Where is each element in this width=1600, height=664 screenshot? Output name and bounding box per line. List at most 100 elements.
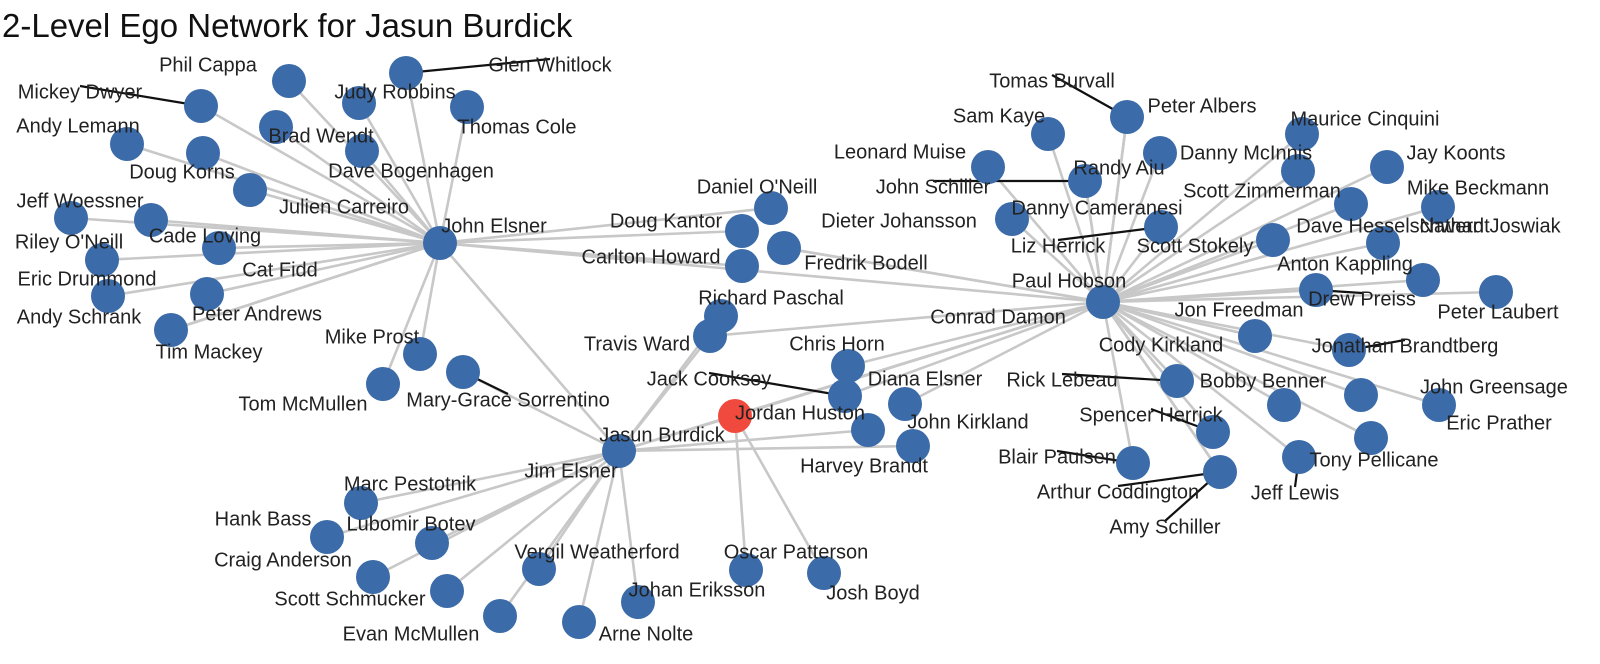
node-drew-preiss[interactable] — [1299, 273, 1333, 307]
node-randy-aiu[interactable] — [1068, 164, 1102, 198]
node-label-tim-mackey: Tim Mackey — [155, 341, 262, 363]
node-jasun-burdick[interactable] — [602, 434, 636, 468]
node-andy-schrank[interactable] — [154, 313, 188, 347]
node-judy-robbins[interactable] — [342, 86, 376, 120]
node-jack-cooksey[interactable] — [828, 379, 862, 413]
node-tony-pellicane[interactable] — [1354, 421, 1388, 455]
node-scott-stokely[interactable] — [1256, 223, 1290, 257]
node-john-kirkland[interactable] — [851, 413, 885, 447]
node-thomas-cole[interactable] — [450, 90, 484, 124]
node-bobby-benner[interactable] — [1267, 388, 1301, 422]
node-label-john-kirkland: John Kirkland — [907, 411, 1028, 433]
node-blair-paulsen[interactable] — [1116, 446, 1150, 480]
node-label-arthur-coddington: Arthur Coddington — [1037, 481, 1199, 503]
node-anton-kappling[interactable] — [1406, 263, 1440, 297]
node-danny-cameranesi[interactable] — [995, 202, 1029, 236]
node-brad-wendt[interactable] — [259, 110, 293, 144]
node-label-spencer-herrick: Spencer Herrick — [1079, 404, 1223, 426]
node-dieter-johansson[interactable] — [767, 231, 801, 265]
node-mike-prost[interactable] — [403, 337, 437, 371]
node-phil-cappa[interactable] — [272, 64, 306, 98]
node-label-craig-anderson: Craig Anderson — [214, 549, 352, 571]
node-label-carlton-howard: Carlton Howard — [582, 246, 721, 268]
node-marc-pestotnik[interactable] — [344, 486, 378, 520]
node-mary-grace-sorrentino[interactable] — [446, 355, 480, 389]
node-cade-loving[interactable] — [134, 203, 168, 237]
node-sam-kaye[interactable] — [1031, 117, 1065, 151]
node-mike-beckmann[interactable] — [1421, 190, 1455, 224]
node-hank-bass[interactable] — [310, 520, 344, 554]
node-chris-horn[interactable] — [831, 349, 865, 383]
node-eric-drummond[interactable] — [91, 279, 125, 313]
node-label-daniel-o-neill: Daniel O'Neill — [697, 176, 818, 198]
node-vergil-weatherford[interactable] — [522, 552, 556, 586]
node-jay-koonts[interactable] — [1370, 150, 1404, 184]
ego-node-jordan-huston[interactable] — [718, 399, 752, 433]
node-oscar-patterson[interactable] — [729, 553, 763, 587]
node-jeff-woessner[interactable] — [54, 201, 88, 235]
node-dave-bogenhagen[interactable] — [345, 134, 379, 168]
node-diana-elsner[interactable] — [888, 387, 922, 421]
node-label-julien-carreiro: Julien Carreiro — [279, 196, 409, 218]
node-peter-laubert[interactable] — [1479, 275, 1513, 309]
node-peter-andrews[interactable] — [190, 277, 224, 311]
node-andy-lemann[interactable] — [110, 127, 144, 161]
node-eric-prather[interactable] — [1422, 388, 1456, 422]
node-label-peter-andrews: Peter Andrews — [192, 303, 322, 325]
node-label-maurice-cinquini: Maurice Cinquini — [1291, 108, 1440, 130]
node-craig-anderson[interactable] — [356, 560, 390, 594]
node-daniel-o-neill[interactable] — [754, 191, 788, 225]
edge-jasun-burdick-to-evan-mcmullen — [498, 450, 621, 617]
node-carlton-howard[interactable] — [725, 249, 759, 283]
node-cat-fidd[interactable] — [202, 231, 236, 265]
node-mickey-dwyer[interactable] — [184, 89, 218, 123]
node-label-mickey-dwyer: Mickey Dwyer — [18, 81, 143, 103]
node-lubomir-botev[interactable] — [415, 526, 449, 560]
node-john-greensage[interactable] — [1344, 378, 1378, 412]
node-liz-herrick[interactable] — [1144, 210, 1178, 244]
label-leader-liz-herrick — [1057, 225, 1162, 242]
node-label-mary-grace-sorrentino: Mary-Grace Sorrentino — [406, 389, 609, 411]
node-scott-zimmerman[interactable] — [1281, 154, 1315, 188]
node-glen-whitlock[interactable] — [389, 56, 423, 90]
node-josh-boyd[interactable] — [807, 556, 841, 590]
node-scott-schmucker[interactable] — [430, 574, 464, 608]
node-label-randy-aiu: Randy Aiu — [1073, 157, 1164, 179]
node-nathan-joswiak[interactable] — [1366, 226, 1400, 260]
node-leonard-muise[interactable] — [971, 150, 1005, 184]
node-doug-korns[interactable] — [186, 136, 220, 170]
node-julien-carreiro[interactable] — [233, 173, 267, 207]
node-spencer-herrick[interactable] — [1196, 415, 1230, 449]
node-john-elsner[interactable] — [423, 226, 457, 260]
edge-paul-hobson-to-jack-cooksey — [844, 300, 1104, 398]
node-maurice-cinquini[interactable] — [1285, 117, 1319, 151]
node-label-scott-zimmerman: Scott Zimmerman — [1183, 180, 1341, 202]
node-label-chris-horn: Chris Horn — [789, 333, 885, 355]
node-tomas-burvall[interactable] — [1110, 100, 1144, 134]
node-rick-lebeau[interactable] — [1160, 364, 1194, 398]
node-jeff-lewis[interactable] — [1282, 440, 1316, 474]
node-jonathan-brandtberg[interactable] — [1332, 333, 1366, 367]
node-johan-eriksson[interactable] — [621, 585, 655, 619]
node-dave-hesselschwerdt[interactable] — [1334, 187, 1368, 221]
node-danny-mcinnis[interactable] — [1143, 136, 1177, 170]
edge-paul-hobson-to-chris-horn — [847, 300, 1104, 368]
edge-jordan-huston-to-paul-hobson — [734, 300, 1104, 418]
node-label-jack-cooksey: Jack Cooksey — [647, 368, 772, 390]
node-tom-mcmullen[interactable] — [366, 367, 400, 401]
edge-jasun-burdick-to-harvey-brandt — [618, 444, 914, 453]
edge-jasun-burdick-to-john-kirkland — [618, 428, 869, 453]
node-paul-hobson[interactable] — [1086, 285, 1120, 319]
node-harvey-brandt[interactable] — [896, 429, 930, 463]
edge-paul-hobson-to-scott-zimmerman — [1102, 169, 1299, 304]
node-arthur-coddington[interactable] — [1203, 455, 1237, 489]
node-doug-kantor[interactable] — [725, 214, 759, 248]
label-leader-arthur-coddington — [1117, 470, 1221, 488]
edge-layer — [70, 72, 1497, 623]
node-evan-mcmullen[interactable] — [483, 599, 517, 633]
node-jon-freedman[interactable] — [1238, 319, 1272, 353]
node-riley-o-neill[interactable] — [85, 243, 119, 277]
node-travis-ward[interactable] — [693, 319, 727, 353]
node-arne-nolte[interactable] — [562, 605, 596, 639]
